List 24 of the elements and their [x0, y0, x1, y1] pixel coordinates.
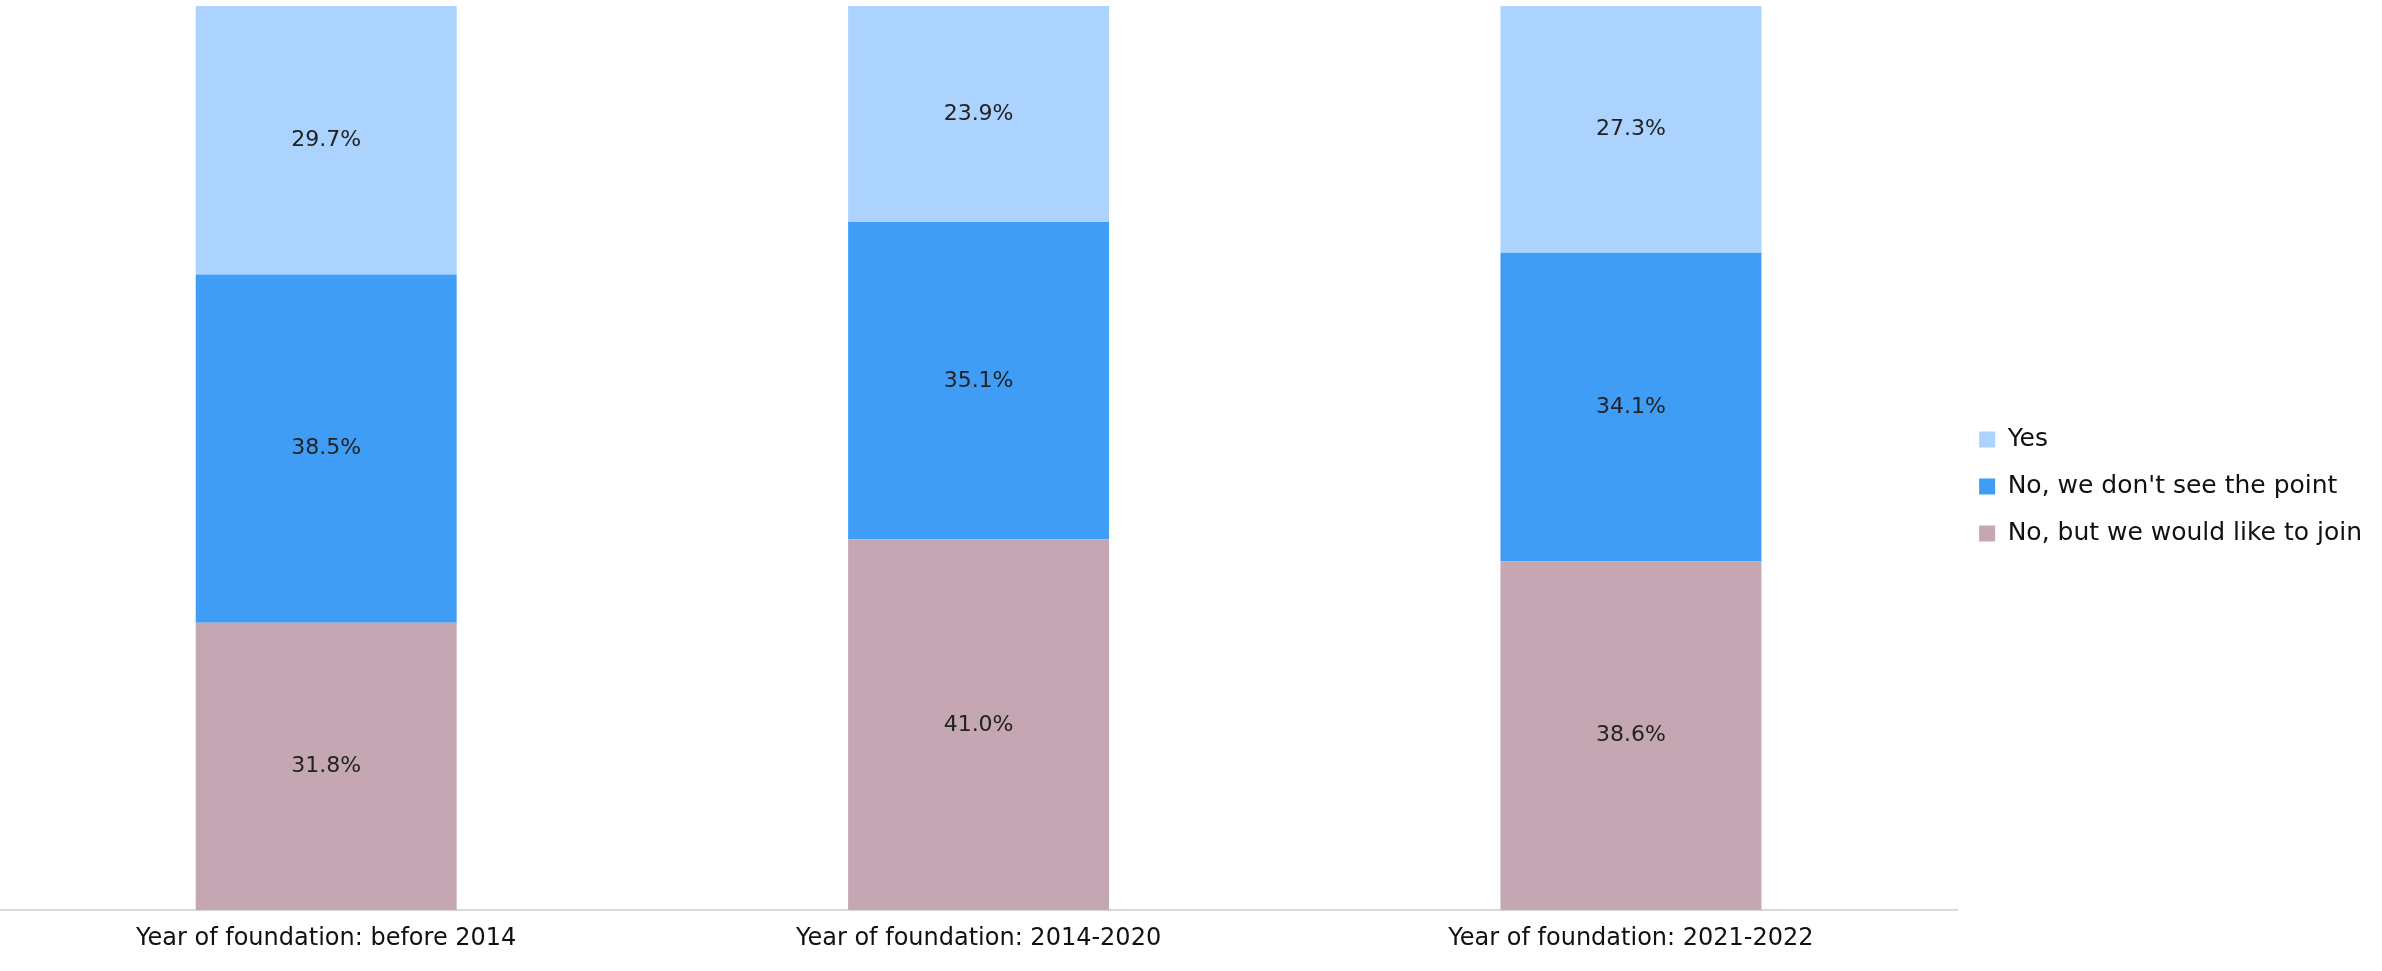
bar	[195, 6, 457, 275]
x-tick-label: Year of foundation: before 2014	[135, 922, 517, 951]
bar	[848, 539, 1110, 911]
data-label: 31.8%	[291, 752, 362, 778]
bar	[195, 622, 457, 911]
bar	[1500, 561, 1762, 911]
x-tick-label: Year of foundation: 2014-2020	[794, 922, 1162, 951]
bar	[1500, 6, 1762, 253]
data-label: 35.1%	[943, 366, 1014, 392]
bar	[195, 274, 457, 623]
legend-label: No, we don't see the point	[2007, 470, 2338, 499]
data-label: 38.6%	[1596, 721, 1666, 747]
bar	[848, 6, 1110, 223]
bar	[848, 222, 1110, 540]
data-label: 29.7%	[291, 125, 362, 151]
data-label: 34.1%	[1596, 392, 1666, 418]
x-tick-label: Year of foundation: 2021-2022	[1447, 922, 1814, 951]
data-label: 41.0%	[943, 710, 1014, 736]
data-label: 23.9%	[943, 99, 1014, 125]
data-label: 38.5%	[291, 434, 362, 460]
legend-label: No, but we would like to join	[2007, 517, 2362, 546]
bar	[1500, 252, 1762, 562]
legend-label: Yes	[2006, 423, 2048, 452]
data-label: 27.3%	[1596, 115, 1666, 141]
